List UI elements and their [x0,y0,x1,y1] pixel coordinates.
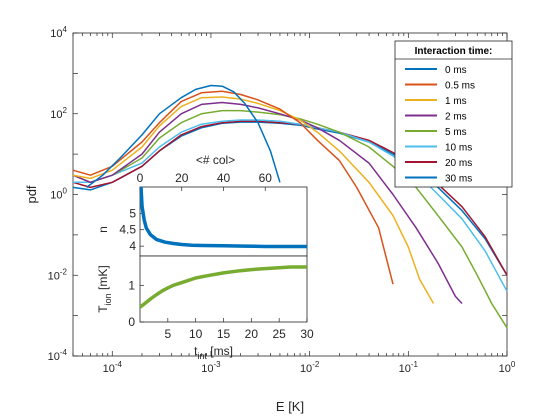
y-tick-label: 104 [50,25,67,40]
y-tick-label: 10-2 [48,267,68,282]
inset-t-x-tick-label: 15 [217,327,231,341]
inset-temperature-plot: 5 10 15 20 25 30 tint [ms] 0 1 Tion [mK] [96,255,314,361]
inset-n-y-label: n [96,226,110,233]
x-tick-label: 10-4 [103,360,123,375]
inset-n-x-tick-label: 0 [137,171,144,185]
inset-t-x-tick-label: 20 [245,327,259,341]
inset-n-x-label: <# col> [196,153,235,167]
legend-label: 0 ms [445,65,467,76]
y-tick-label: 10-4 [48,348,68,363]
x-tick-label: 10-2 [300,360,320,375]
inset-n-series-line [140,187,307,249]
legend: Interaction time: 0 ms 0.5 ms 1 ms 2 ms 5 ms 1… [394,40,513,188]
inset-t-x-tick-label: 30 [300,327,314,341]
inset-n-x-tick-label: 20 [175,171,189,185]
legend-label: 1 ms [445,96,467,107]
inset-n-y-tick-label: 5 [129,206,136,220]
x-tick-label: 10-1 [399,360,419,375]
legend-label: 10 ms [445,143,472,154]
series-line-0-ms [86,84,281,188]
inset-t-x-tick-label: 5 [164,327,171,341]
legend-label: 0.5 ms [445,81,475,92]
inset-t-series-line [138,265,307,309]
inset-t-x-tick-label: 25 [272,327,286,341]
inset-n-y-tick-label: 4.5 [119,223,136,237]
y-tick-label: 100 [50,187,67,202]
y-tick-label: 102 [50,106,67,121]
y-axis-label: pdf [24,185,39,203]
legend-label: 2 ms [445,112,467,123]
series-line-1-ms [72,96,435,304]
inset-n-x-tick-label: 40 [217,171,231,185]
inset-t-x-label: tint [ms] [194,344,233,361]
legend-label: 5 ms [445,127,467,138]
inset-t-y-tick-label: 0 [128,315,135,329]
legend-title: Interaction time: [415,46,493,57]
x-axis-label: E [K] [276,399,304,414]
inset-collisions-plot: 0 20 40 60 <# col> 4 4.5 5 n [96,153,308,257]
x-tick-label: 100 [499,360,516,375]
legend-label: 30 ms [445,174,472,185]
inset-n-y-tick-label: 4 [129,239,136,253]
legend-label: 20 ms [445,158,472,169]
inset-n-x-tick-label: 60 [259,171,273,185]
inset-t-y-label: Tion [mK] [96,265,113,312]
series-line-0.5-ms [72,90,394,285]
series-line-2-ms [72,101,463,305]
inset-t-y-tick-label: 1 [128,278,135,292]
x-tick-label: 10-3 [201,360,221,375]
inset-t-x-tick-label: 10 [189,327,203,341]
